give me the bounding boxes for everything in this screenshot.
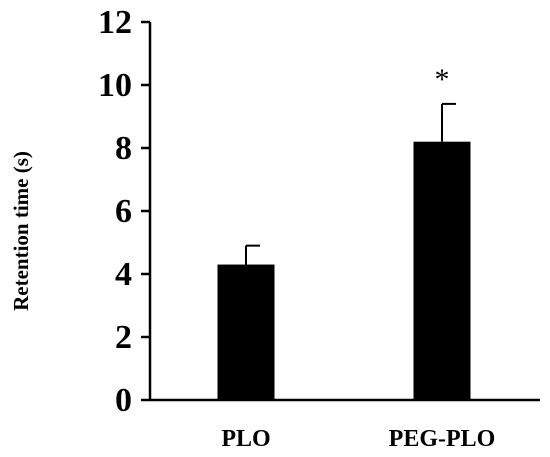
x-category-label: PEG-PLO (389, 426, 496, 452)
annotations: * (435, 63, 450, 96)
y-axis-title: Retention time (s) (9, 151, 33, 311)
bar (217, 264, 275, 400)
y-tick-label: 0 (115, 382, 132, 419)
y-tick-label: 4 (115, 256, 132, 293)
y-tick-label: 2 (115, 319, 132, 356)
y-tick-label: 8 (115, 130, 132, 167)
y-tick-label: 10 (98, 67, 132, 104)
y-tick-label: 6 (115, 193, 132, 230)
significance-marker: * (435, 63, 450, 96)
bar (413, 141, 471, 400)
x-category-label: PLO (221, 426, 270, 452)
bars (217, 141, 471, 400)
y-tick-label: 12 (98, 4, 132, 41)
error-bars (245, 102, 456, 265)
y-axis-ticks: 0 2 4 6 8 10 12 (98, 4, 150, 419)
category-labels: PLO PEG-PLO (221, 426, 495, 452)
